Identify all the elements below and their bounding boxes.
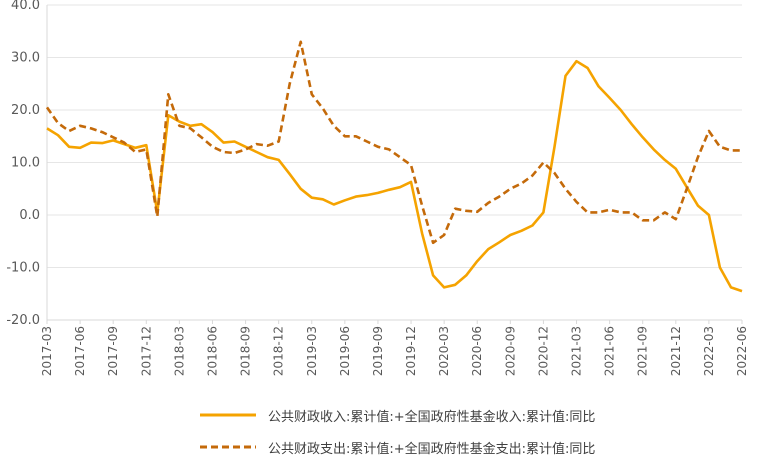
x-tick-label: 2021-03: [570, 326, 584, 376]
x-tick-label: 2019-06: [338, 326, 352, 376]
x-tick-label: 2019-03: [305, 326, 319, 376]
x-tick-label: 2018-03: [172, 326, 186, 376]
y-tick-label: 40.0: [11, 0, 40, 13]
legend-label-revenue: 公共财政收入:累计值:+全国政府性基金收入:累计值:同比: [268, 409, 596, 425]
y-tick-label: 0.0: [19, 208, 40, 223]
x-tick-label: 2020-09: [503, 326, 517, 376]
y-tick-label: 10.0: [11, 156, 40, 171]
x-tick-label: 2022-03: [702, 326, 716, 376]
series-line-expenditure: [45, 40, 742, 245]
x-tick-label: 2017-06: [73, 326, 87, 376]
y-tick-label: -10.0: [6, 261, 40, 276]
x-tick-label: 2018-12: [272, 326, 286, 376]
legend-swatch-solid: [200, 413, 256, 417]
x-tick-label: 2021-06: [603, 326, 617, 376]
legend-label-expenditure: 公共财政支出:累计值:+全国政府性基金支出:累计值:同比: [268, 441, 596, 457]
legend-item-revenue: 公共财政收入:累计值:+全国政府性基金收入:累计值:同比: [200, 405, 760, 425]
x-tick-label: 2020-03: [437, 326, 451, 376]
x-tick-label: 2019-12: [404, 326, 418, 376]
y-tick-label: 20.0: [11, 103, 40, 118]
x-tick-label: 2020-12: [536, 326, 550, 376]
x-tick-label: 2017-03: [40, 326, 54, 376]
series-line-revenue: [46, 59, 743, 293]
legend-item-expenditure: 公共财政支出:累计值:+全国政府性基金支出:累计值:同比: [200, 437, 760, 457]
y-tick-label: 30.0: [11, 51, 40, 66]
x-tick-label: 2021-12: [669, 326, 683, 376]
x-tick-label: 2017-09: [106, 326, 120, 376]
x-tick-label: 2022-06: [735, 326, 749, 376]
x-tick-label: 2021-09: [636, 326, 650, 376]
x-tick-label: 2019-09: [371, 326, 385, 376]
y-tick-label: -20.0: [6, 313, 40, 328]
x-tick-label: 2018-09: [239, 326, 253, 376]
x-tick-label: 2017-12: [139, 326, 153, 376]
x-tick-label: 2020-06: [470, 326, 484, 376]
x-tick-label: 2018-06: [205, 326, 219, 376]
legend-swatch-dashed: [200, 445, 256, 449]
